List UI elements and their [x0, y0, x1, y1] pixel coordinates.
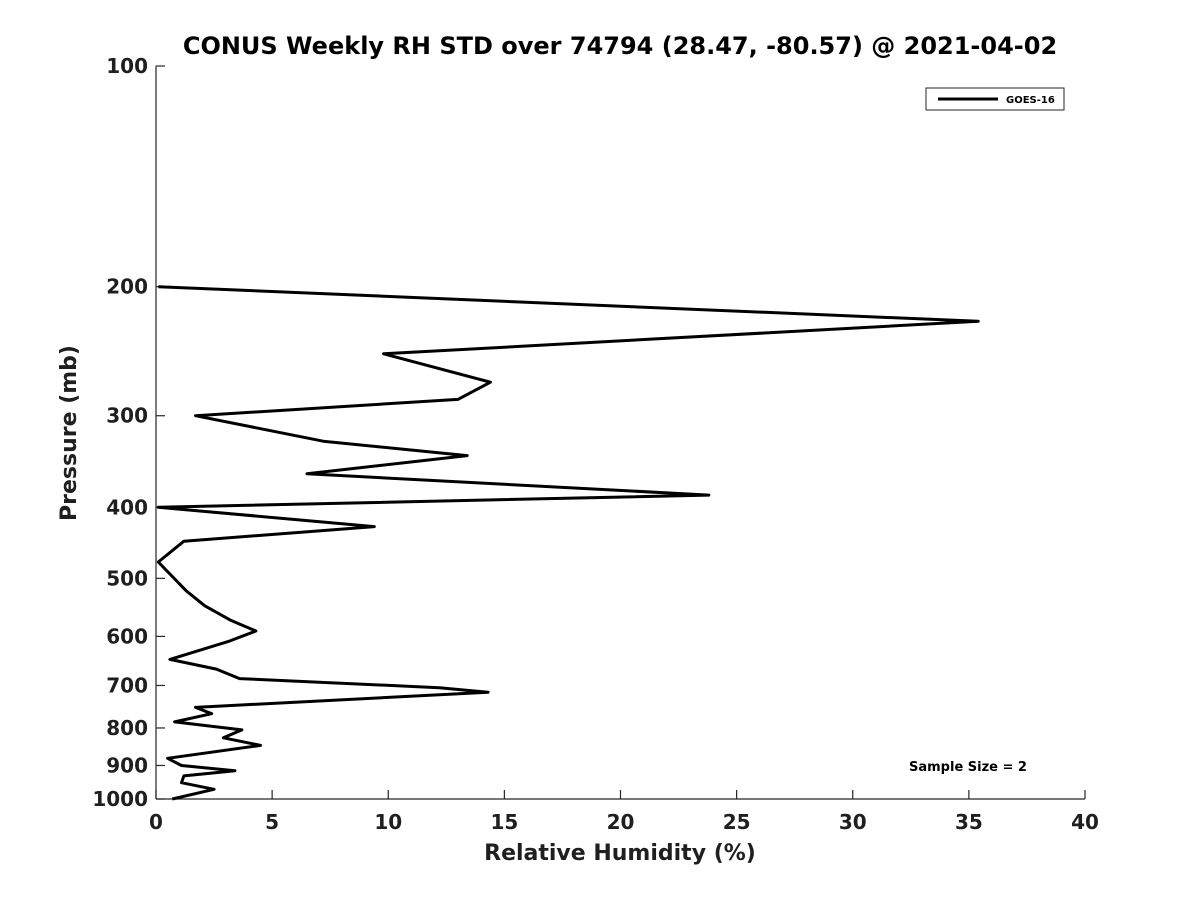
y-tick-label: 900: [106, 753, 148, 777]
x-tick-label: 15: [490, 810, 518, 834]
y-tick-label: 100: [106, 54, 148, 78]
y-tick-label: 1000: [92, 787, 148, 811]
y-tick-label: 300: [106, 404, 148, 428]
x-axis-label: Relative Humidity (%): [484, 841, 756, 866]
x-tick-label: 0: [149, 810, 163, 834]
y-tick-label: 800: [106, 716, 148, 740]
x-tick-label: 20: [607, 810, 635, 834]
x-tick-label: 10: [374, 810, 402, 834]
chart-title: CONUS Weekly RH STD over 74794 (28.47, -…: [183, 32, 1057, 60]
y-axis-ticks: 100 200 300 400 500 600 700 800 900 1000: [92, 54, 165, 811]
y-tick-label: 500: [106, 566, 148, 590]
y-tick-label: 700: [106, 673, 148, 697]
sample-size-annotation: Sample Size = 2: [909, 760, 1027, 775]
y-tick-label: 400: [106, 495, 148, 519]
x-tick-label: 25: [723, 810, 751, 834]
plot-area: [156, 66, 1085, 799]
x-tick-label: 40: [1071, 810, 1099, 834]
x-tick-label: 5: [265, 810, 279, 834]
legend: GOES-16: [925, 87, 1065, 111]
y-tick-label: 600: [106, 624, 148, 648]
x-axis-ticks: 0 5 10 15 20 25 30 35 40: [149, 790, 1099, 834]
x-tick-label: 30: [839, 810, 867, 834]
y-axis-label: Pressure (mb): [57, 345, 82, 521]
series-line-goes-16: [156, 285, 980, 801]
legend-entry-goes-16: GOES-16: [1006, 95, 1055, 106]
y-tick-label: 200: [106, 275, 148, 299]
x-tick-label: 35: [955, 810, 983, 834]
